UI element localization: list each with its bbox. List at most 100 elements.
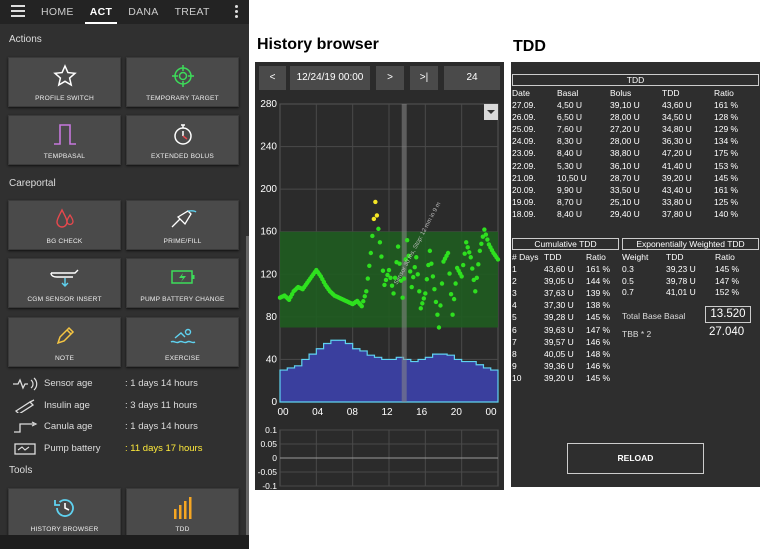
y-tick-label: 0 bbox=[271, 397, 277, 408]
bg-point bbox=[424, 277, 430, 282]
tdd-cell: 27.09. bbox=[512, 100, 536, 110]
tdd-row: 18.09. 8,40 U 29,40 U 37,80 U 140 % bbox=[511, 209, 760, 220]
tdd-cell: 9,90 U bbox=[557, 184, 583, 195]
col-weight: Weight bbox=[622, 252, 649, 262]
star-icon bbox=[52, 64, 77, 87]
cumulative-cell: 148 % bbox=[586, 348, 611, 359]
total-base-basal-value[interactable]: 13.520 bbox=[705, 306, 751, 323]
prime-fill-button[interactable]: PRIME/FILL bbox=[126, 200, 239, 250]
cumulative-cell: 37,30 U bbox=[544, 300, 574, 311]
bg-point bbox=[465, 245, 470, 250]
tdd-cell: 128 % bbox=[714, 112, 739, 123]
pump-battery-change-button[interactable]: PUMP BATTERY CHANGE bbox=[126, 258, 239, 308]
date-button[interactable]: 12/24/19 00:00 bbox=[290, 66, 370, 90]
end-button[interactable]: >| bbox=[410, 66, 438, 90]
tab-act[interactable]: ACT bbox=[84, 0, 118, 24]
scrollbar[interactable] bbox=[246, 236, 249, 541]
bg-point bbox=[495, 257, 501, 262]
tdd-cell: 153 % bbox=[714, 160, 739, 171]
extended-bolus-button[interactable]: EXTENDED BOLUS bbox=[126, 115, 239, 165]
bg-point bbox=[374, 213, 380, 218]
iob-tick-label: -0.1 bbox=[262, 481, 277, 490]
x-tick-label: 00 bbox=[485, 407, 497, 418]
cumulative-cell: 145 % bbox=[586, 312, 611, 323]
menu-icon[interactable] bbox=[11, 5, 25, 17]
cumulative-row: 2 39,05 U 144 % bbox=[511, 276, 619, 287]
cgm-sensor-insert-label: CGM SENSOR INSERT bbox=[27, 296, 102, 303]
chevron-down-icon bbox=[487, 110, 495, 114]
bg-point bbox=[386, 267, 392, 273]
battery-icon bbox=[170, 270, 194, 284]
cgm-sensor-insert-button[interactable]: CGM SENSOR INSERT bbox=[8, 258, 121, 308]
temporary-target-button[interactable]: TEMPORARY TARGET bbox=[126, 57, 239, 107]
cumulative-row: 6 39,63 U 147 % bbox=[511, 325, 619, 336]
canula-icon bbox=[14, 421, 38, 433]
top-app-bar: HOME ACT DANA TREAT bbox=[0, 0, 249, 24]
bg-point bbox=[397, 261, 402, 266]
bg-point bbox=[433, 299, 439, 305]
tdd-label: TDD bbox=[175, 526, 190, 533]
tab-home[interactable]: HOME bbox=[41, 6, 74, 18]
ewa-cell: 39,78 U bbox=[666, 275, 696, 286]
bg-point bbox=[380, 268, 386, 273]
cumulative-tdd-title: Cumulative TDD bbox=[512, 238, 619, 250]
y-tick-label: 80 bbox=[266, 312, 278, 323]
col-cum-ratio: Ratio bbox=[586, 252, 606, 262]
overflow-menu-icon[interactable] bbox=[235, 5, 239, 19]
bg-point bbox=[404, 238, 410, 243]
tempbasal-button[interactable]: TEMPBASAL bbox=[8, 115, 121, 165]
cumulative-cell: 10 bbox=[512, 372, 522, 383]
tdd-cell: 41,40 U bbox=[662, 160, 692, 171]
tdd-cell: 28,70 U bbox=[610, 172, 640, 183]
ewa-row: 0.5 39,78 U 147 % bbox=[622, 276, 759, 287]
cumulative-row: 4 37,30 U 138 % bbox=[511, 300, 619, 311]
col-ewa-tdd: TDD bbox=[666, 252, 684, 262]
col-cum-tdd: TDD bbox=[544, 252, 562, 262]
bg-point bbox=[468, 255, 473, 260]
stopwatch-icon bbox=[173, 124, 192, 145]
tdd-cell: 34,80 U bbox=[662, 124, 692, 135]
y-tick-label: 200 bbox=[260, 184, 277, 195]
note-label: NOTE bbox=[54, 355, 75, 362]
cumulative-cell: 146 % bbox=[586, 360, 611, 371]
x-tick-label: 00 bbox=[277, 407, 289, 418]
bg-point bbox=[451, 296, 457, 302]
bg-point bbox=[476, 262, 481, 267]
reload-button[interactable]: RELOAD bbox=[567, 443, 704, 474]
range-button[interactable]: 24 bbox=[444, 66, 500, 90]
exercise-button[interactable]: EXERCISE bbox=[126, 317, 239, 367]
tdd-cell: 140 % bbox=[714, 208, 739, 219]
tdd-cell: 36,30 U bbox=[662, 136, 692, 147]
bg-point bbox=[361, 299, 366, 304]
ewa-tdd-title: Exponentially Weighted TDD bbox=[622, 238, 759, 250]
profile-switch-button[interactable]: PROFILE SWITCH bbox=[8, 57, 121, 107]
bg-point bbox=[400, 295, 405, 300]
x-tick-label: 20 bbox=[451, 407, 463, 418]
tdd-row: 25.09. 7,60 U 27,20 U 34,80 U 129 % bbox=[511, 124, 760, 135]
bg-check-button[interactable]: BG CHECK bbox=[8, 200, 121, 250]
history-browser-button[interactable]: HISTORY BROWSER bbox=[8, 488, 121, 538]
tab-dana[interactable]: DANA bbox=[128, 6, 159, 18]
sensor-age-label: Sensor age bbox=[44, 378, 93, 389]
insulin-age-row: Insulin age : 3 days 11 hours bbox=[12, 398, 242, 416]
tdd-cell: 7,60 U bbox=[557, 124, 583, 135]
pump-battery-icon bbox=[14, 443, 36, 455]
canula-age-label: Canula age bbox=[44, 421, 93, 432]
bg-point bbox=[420, 301, 425, 306]
target-icon bbox=[171, 65, 194, 87]
tab-treat[interactable]: TREAT bbox=[174, 6, 210, 18]
bg-point bbox=[383, 277, 389, 283]
bg-point bbox=[412, 264, 417, 270]
col-ratio: Ratio bbox=[714, 88, 734, 98]
next-button[interactable]: > bbox=[376, 66, 404, 90]
bg-point bbox=[403, 257, 408, 262]
previous-button[interactable]: < bbox=[259, 66, 286, 90]
note-button[interactable]: NOTE bbox=[8, 317, 121, 367]
tdd-cell: 43,60 U bbox=[662, 100, 692, 110]
sensor-age-icon bbox=[13, 377, 38, 391]
bg-point bbox=[371, 216, 377, 222]
tdd-button[interactable]: TDD bbox=[126, 488, 239, 538]
cumulative-cell: 1 bbox=[512, 264, 517, 274]
bg-point bbox=[411, 274, 416, 280]
bg-point bbox=[473, 289, 478, 294]
